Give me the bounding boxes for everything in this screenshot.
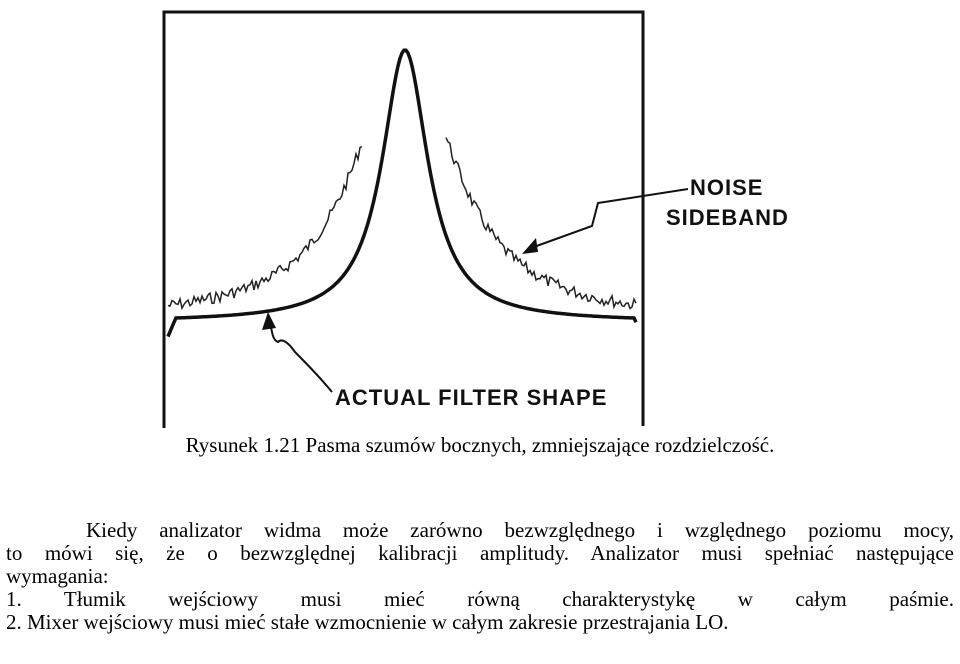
arrow [530,188,689,249]
figure-frame [162,10,645,428]
caption: Rysunek 1.21 Pasma szumów bocznych, zmni… [185,433,775,457]
paragraph-line: to mówi się, że o bezwzględnej kalibracj… [6,541,954,565]
label: SIDEBAND [666,205,789,230]
arrow [269,321,333,393]
list-item: 1. Tłumik wejściowy musi mieć równą char… [6,587,954,611]
list-item: 2. Mixer wejściowy musi mieć stałe wzmoc… [6,610,729,634]
label: NOISE [690,175,763,200]
paragraph-line: wymagania: [6,564,109,588]
paragraph-line: Kiedy analizator widma może zarówno bezw… [86,518,954,542]
arrowhead [262,312,276,330]
label: ACTUAL FILTER SHAPE [335,385,607,410]
figure: NOISE SIDEBAND ACTUAL FILTER SHAPE [162,10,789,428]
filter-curve [166,48,638,338]
noise-curve [167,137,637,311]
arrowhead [522,238,538,254]
